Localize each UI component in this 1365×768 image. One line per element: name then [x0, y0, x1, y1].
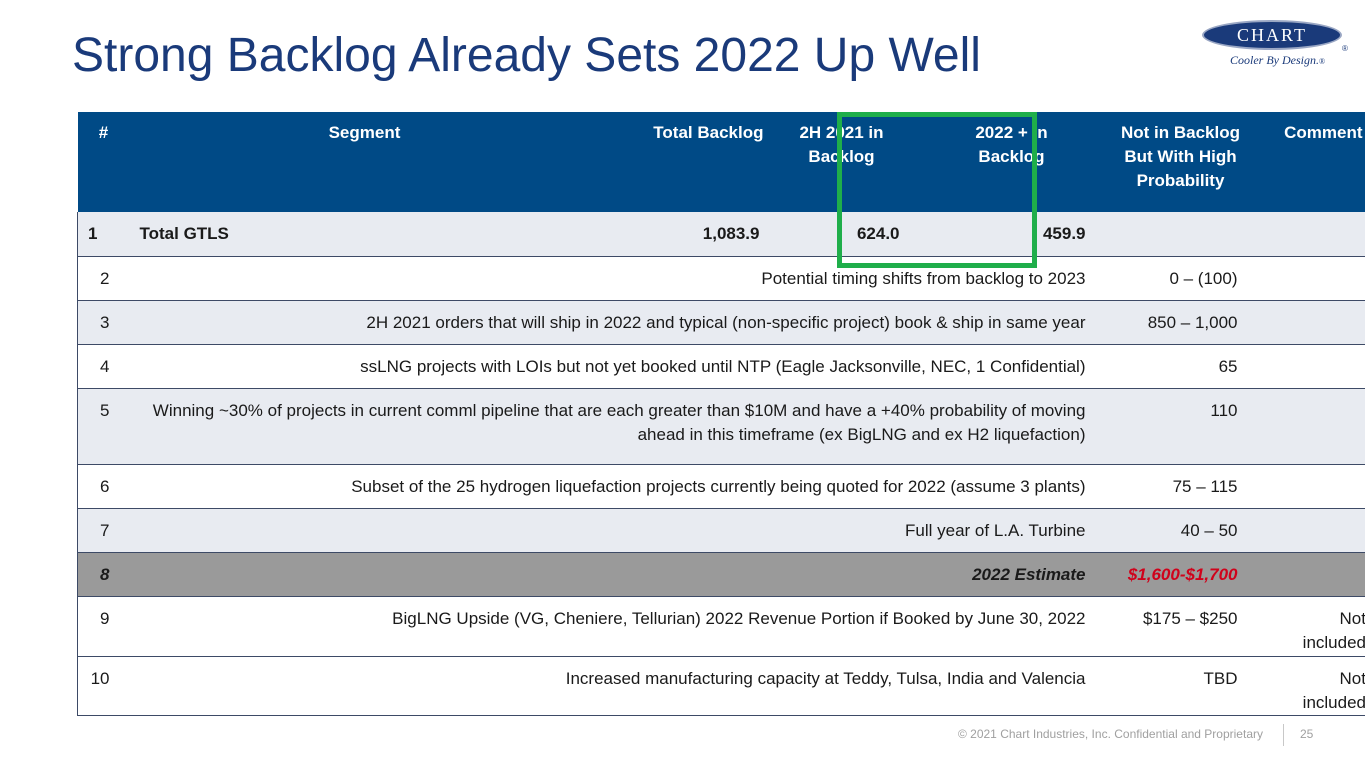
estimate-value: $1,600-$1,700 [1109, 552, 1252, 597]
row-value: 850 – 1,000 [1109, 300, 1252, 345]
header-segment: Segment [129, 112, 600, 212]
2h-2021-value: 624.0 [769, 212, 914, 257]
row-num: 6 [77, 464, 130, 509]
row-comment [1251, 388, 1365, 465]
registered-mark: ® [1342, 44, 1348, 53]
row-num: 5 [77, 388, 130, 465]
row-comment [1251, 300, 1365, 345]
row-description: ssLNG projects with LOIs but not yet boo… [129, 344, 1110, 389]
table-row: 10 Increased manufacturing capacity at T… [77, 656, 1365, 716]
total-segment: Total GTLS [129, 212, 600, 257]
header-2022-plus: 2022 + in Backlog [913, 112, 1110, 212]
table-row: 6 Subset of the 25 hydrogen liquefaction… [77, 464, 1365, 509]
row-num: 3 [77, 300, 130, 345]
row-value: $175 – $250 [1109, 596, 1252, 657]
row-description: BigLNG Upside (VG, Cheniere, Tellurian) … [129, 596, 1110, 657]
table-row: 2 Potential timing shifts from backlog t… [77, 256, 1365, 301]
header-not-in-backlog: Not in Backlog But With High Probability [1109, 112, 1252, 212]
row-num: 2 [77, 256, 130, 301]
row-num: 10 [77, 656, 130, 716]
row-comment [1251, 256, 1365, 301]
table-row: 5 Winning ~30% of projects in current co… [77, 388, 1365, 465]
row-value: 75 – 115 [1109, 464, 1252, 509]
row-num: 4 [77, 344, 130, 389]
row-value: 40 – 50 [1109, 508, 1252, 553]
2022-plus-value: 459.9 [913, 212, 1110, 257]
backlog-table: # Segment Total Backlog 2H 2021 in Backl… [77, 112, 1365, 716]
row-comment [1251, 464, 1365, 509]
page-number: 25 [1300, 727, 1314, 741]
chart-logo: CHART ® Cooler By Design.® [1200, 20, 1350, 76]
row-value: 65 [1109, 344, 1252, 389]
table-header-row: # Segment Total Backlog 2H 2021 in Backl… [77, 112, 1365, 212]
chart-logo-oval: CHART [1202, 20, 1342, 50]
table-row: 7 Full year of L.A. Turbine 40 – 50 [77, 508, 1365, 553]
header-total-backlog: Total Backlog [599, 112, 770, 212]
header-2h-2021: 2H 2021 in Backlog [769, 112, 914, 212]
row-num: 1 [77, 212, 130, 257]
row-num: 7 [77, 508, 130, 553]
table-row-estimate: 8 2022 Estimate $1,600-$1,700 [77, 552, 1365, 597]
row-description: Increased manufacturing capacity at Tedd… [129, 656, 1110, 716]
row-value: 0 – (100) [1109, 256, 1252, 301]
table-row: 3 2H 2021 orders that will ship in 2022 … [77, 300, 1365, 345]
estimate-label: 2022 Estimate [129, 552, 1110, 597]
total-backlog-value: 1,083.9 [599, 212, 770, 257]
table-row-total: 1 Total GTLS 1,083.9 624.0 459.9 [77, 212, 1365, 257]
row-num: 9 [77, 596, 130, 657]
row-comment [1251, 508, 1365, 553]
row-comment: Not included [1251, 656, 1365, 716]
row-description: Potential timing shifts from backlog to … [129, 256, 1110, 301]
row-num: 8 [77, 552, 130, 597]
header-comment: Comment [1251, 112, 1365, 212]
row-description: Subset of the 25 hydrogen liquefaction p… [129, 464, 1110, 509]
row-value: TBD [1109, 656, 1252, 716]
copyright-footer: © 2021 Chart Industries, Inc. Confidenti… [957, 727, 1263, 741]
footer-divider [1283, 724, 1284, 746]
row-comment: Not included [1251, 596, 1365, 657]
row-description: 2H 2021 orders that will ship in 2022 an… [129, 300, 1110, 345]
table-row: 4 ssLNG projects with LOIs but not yet b… [77, 344, 1365, 389]
table-row: 9 BigLNG Upside (VG, Cheniere, Tellurian… [77, 596, 1365, 657]
row-description: Winning ~30% of projects in current comm… [129, 388, 1110, 465]
logo-tagline: Cooler By Design.® [1230, 53, 1326, 67]
header-num: # [77, 112, 130, 212]
slide-title: Strong Backlog Already Sets 2022 Up Well [72, 29, 981, 82]
row-value: 110 [1109, 388, 1252, 465]
row-comment [1251, 344, 1365, 389]
row-description: Full year of L.A. Turbine [129, 508, 1110, 553]
